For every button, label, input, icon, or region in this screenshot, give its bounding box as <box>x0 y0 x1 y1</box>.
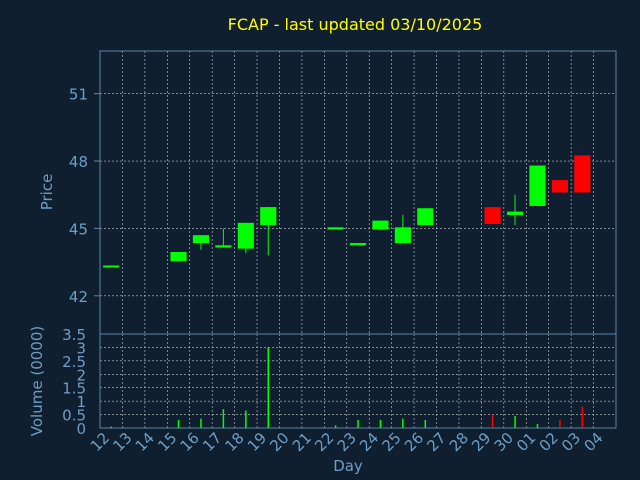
candle-body <box>394 227 411 244</box>
price-tick-label: 45 <box>69 220 88 238</box>
volume-bar <box>177 419 180 428</box>
volume-bar <box>514 415 516 428</box>
price-panel: 42 45 48 51 <box>69 50 617 335</box>
candle-body <box>170 252 187 262</box>
price-tick-label: 42 <box>69 288 88 306</box>
candle-body <box>417 208 434 226</box>
x-axis-label: Day <box>333 457 363 475</box>
candle-body <box>327 227 344 230</box>
candle-body <box>103 265 120 268</box>
price-tick-label: 48 <box>69 153 88 171</box>
volume-bar <box>357 419 359 428</box>
candle-body <box>551 180 568 193</box>
volume-tick-label: 0 <box>76 420 86 438</box>
volume-axis-label: Volume (0000) <box>28 326 46 436</box>
volume-bar <box>110 426 112 428</box>
volume-tick-label: 2 <box>76 366 86 384</box>
volume-bar <box>222 409 225 428</box>
volume-tick-label: 0.5 <box>62 407 86 425</box>
volume-bar <box>334 425 337 428</box>
volume-bar <box>491 414 494 428</box>
volume-tick-label: 1.5 <box>62 380 86 398</box>
volume-panel: 00.511.522.533.5 <box>62 326 617 438</box>
candle-body <box>260 207 277 226</box>
volume-tick-label: 3 <box>76 339 86 357</box>
candle-body <box>529 165 546 206</box>
volume-bar <box>559 419 561 428</box>
candle-body <box>506 211 524 215</box>
volume-bar <box>267 347 270 428</box>
price-tick-label: 51 <box>69 86 88 104</box>
volume-bar <box>424 419 427 428</box>
volume-tick-label: 1 <box>76 393 86 411</box>
volume-tick-label: 2.5 <box>62 353 86 371</box>
chart-title: FCAP - last updated 03/10/2025 <box>228 15 483 34</box>
volume-bar <box>245 410 247 428</box>
volume-bar <box>536 423 539 428</box>
candle-body <box>484 207 501 224</box>
candle-body <box>349 243 367 246</box>
volume-tick-label: 3.5 <box>62 326 86 344</box>
volume-bar <box>379 419 382 428</box>
day-tick-label: 04 <box>580 429 606 455</box>
volume-bar <box>402 418 404 428</box>
volume-bar <box>581 406 584 428</box>
x-axis: 1213141516171819202122232425262728293001… <box>87 429 607 455</box>
volume-bar <box>200 418 202 428</box>
candle-body <box>372 220 389 230</box>
volume-frame <box>99 333 617 429</box>
candle-body <box>574 155 591 193</box>
candle-body <box>192 235 210 244</box>
candle-body <box>237 222 254 249</box>
price-axis-label: Price <box>38 174 56 211</box>
candle-body <box>215 245 232 248</box>
